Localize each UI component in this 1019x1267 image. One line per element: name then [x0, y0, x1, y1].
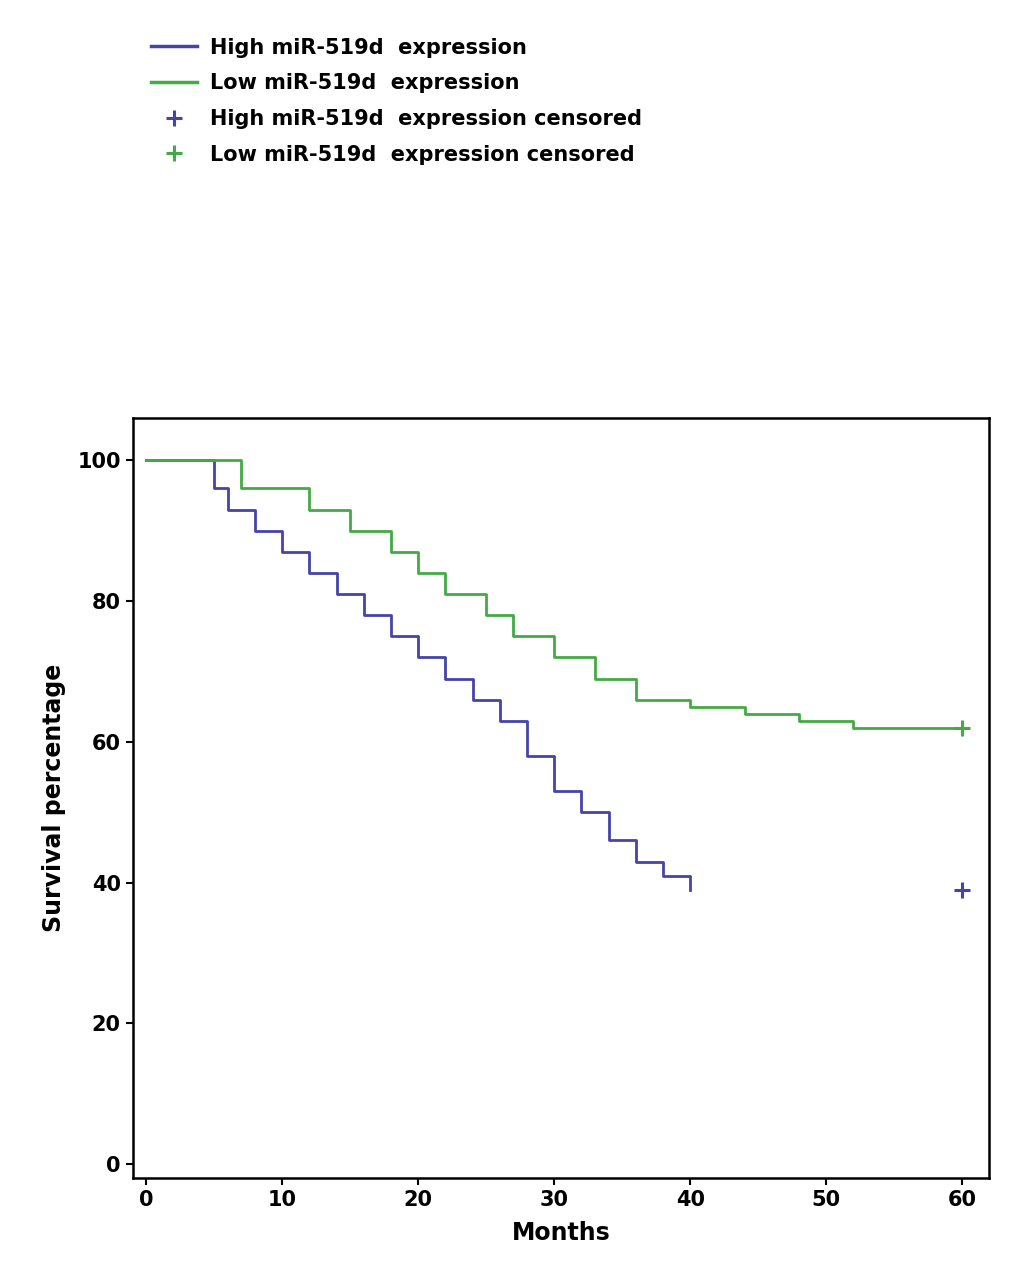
Legend: High miR-519d  expression, Low miR-519d  expression, High miR-519d  expression c: High miR-519d expression, Low miR-519d e… [143, 29, 649, 174]
X-axis label: Months: Months [512, 1221, 609, 1245]
Y-axis label: Survival percentage: Survival percentage [42, 664, 66, 933]
